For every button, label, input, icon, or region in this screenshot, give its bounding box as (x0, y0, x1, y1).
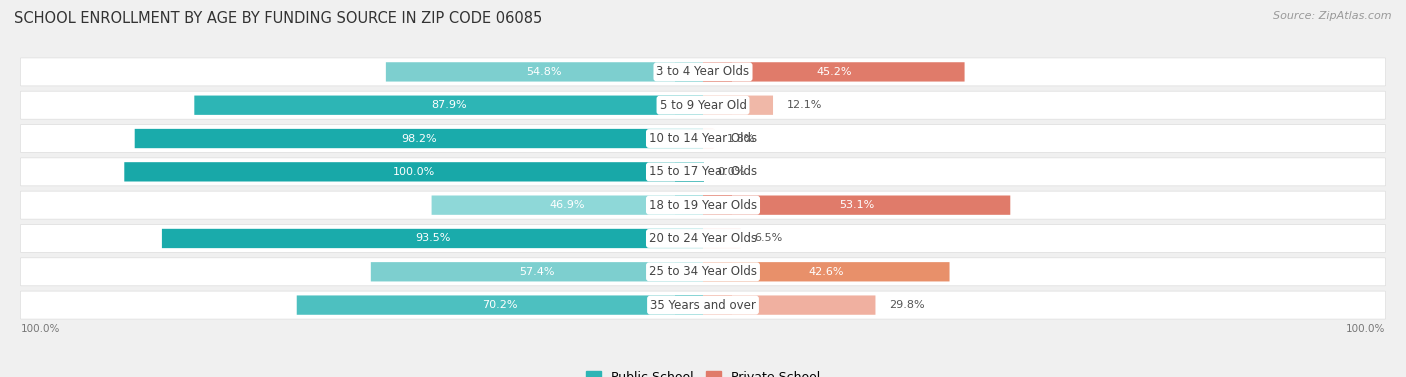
FancyBboxPatch shape (21, 158, 1385, 186)
Text: 54.8%: 54.8% (527, 67, 562, 77)
FancyBboxPatch shape (703, 229, 733, 248)
FancyBboxPatch shape (675, 62, 704, 81)
FancyBboxPatch shape (21, 124, 1385, 153)
FancyBboxPatch shape (194, 95, 703, 115)
Text: 93.5%: 93.5% (415, 233, 450, 244)
FancyBboxPatch shape (703, 296, 876, 315)
Text: 70.2%: 70.2% (482, 300, 517, 310)
FancyBboxPatch shape (703, 129, 714, 148)
Text: 29.8%: 29.8% (889, 300, 925, 310)
FancyBboxPatch shape (21, 58, 1385, 86)
Text: 12.1%: 12.1% (787, 100, 823, 110)
FancyBboxPatch shape (675, 196, 704, 215)
FancyBboxPatch shape (21, 224, 1385, 253)
FancyBboxPatch shape (385, 62, 703, 81)
FancyBboxPatch shape (703, 95, 733, 115)
FancyBboxPatch shape (124, 162, 703, 181)
FancyBboxPatch shape (703, 196, 733, 215)
Text: 35 Years and over: 35 Years and over (650, 299, 756, 312)
Text: 100.0%: 100.0% (392, 167, 434, 177)
Text: 100.0%: 100.0% (1346, 324, 1385, 334)
Text: Source: ZipAtlas.com: Source: ZipAtlas.com (1274, 11, 1392, 21)
FancyBboxPatch shape (135, 129, 703, 148)
FancyBboxPatch shape (675, 129, 704, 148)
Text: 15 to 17 Year Olds: 15 to 17 Year Olds (650, 166, 756, 178)
Text: 1.8%: 1.8% (727, 133, 755, 144)
FancyBboxPatch shape (703, 62, 733, 81)
FancyBboxPatch shape (21, 258, 1385, 286)
Text: 5 to 9 Year Old: 5 to 9 Year Old (659, 99, 747, 112)
Text: 100.0%: 100.0% (21, 324, 60, 334)
FancyBboxPatch shape (371, 262, 703, 282)
Text: 18 to 19 Year Olds: 18 to 19 Year Olds (650, 199, 756, 211)
Legend: Public School, Private School: Public School, Private School (581, 366, 825, 377)
FancyBboxPatch shape (21, 191, 1385, 219)
Text: 10 to 14 Year Olds: 10 to 14 Year Olds (650, 132, 756, 145)
FancyBboxPatch shape (703, 62, 965, 81)
FancyBboxPatch shape (703, 229, 741, 248)
Text: 20 to 24 Year Olds: 20 to 24 Year Olds (650, 232, 756, 245)
Text: 0.0%: 0.0% (717, 167, 745, 177)
Text: 57.4%: 57.4% (519, 267, 554, 277)
FancyBboxPatch shape (675, 296, 704, 315)
Text: 98.2%: 98.2% (401, 133, 437, 144)
Text: 46.9%: 46.9% (550, 200, 585, 210)
FancyBboxPatch shape (703, 95, 773, 115)
FancyBboxPatch shape (703, 262, 949, 282)
FancyBboxPatch shape (675, 162, 704, 181)
FancyBboxPatch shape (21, 91, 1385, 119)
Text: 87.9%: 87.9% (430, 100, 467, 110)
Text: 45.2%: 45.2% (815, 67, 852, 77)
Text: 53.1%: 53.1% (839, 200, 875, 210)
Text: 6.5%: 6.5% (755, 233, 783, 244)
FancyBboxPatch shape (703, 262, 733, 282)
FancyBboxPatch shape (432, 196, 703, 215)
Text: 25 to 34 Year Olds: 25 to 34 Year Olds (650, 265, 756, 278)
FancyBboxPatch shape (675, 95, 704, 115)
Text: SCHOOL ENROLLMENT BY AGE BY FUNDING SOURCE IN ZIP CODE 06085: SCHOOL ENROLLMENT BY AGE BY FUNDING SOUR… (14, 11, 543, 26)
FancyBboxPatch shape (675, 262, 704, 282)
FancyBboxPatch shape (703, 296, 733, 315)
FancyBboxPatch shape (21, 291, 1385, 319)
Text: 3 to 4 Year Olds: 3 to 4 Year Olds (657, 65, 749, 78)
FancyBboxPatch shape (703, 196, 1011, 215)
Text: 42.6%: 42.6% (808, 267, 844, 277)
FancyBboxPatch shape (675, 229, 704, 248)
FancyBboxPatch shape (703, 129, 713, 148)
FancyBboxPatch shape (162, 229, 703, 248)
FancyBboxPatch shape (297, 296, 703, 315)
